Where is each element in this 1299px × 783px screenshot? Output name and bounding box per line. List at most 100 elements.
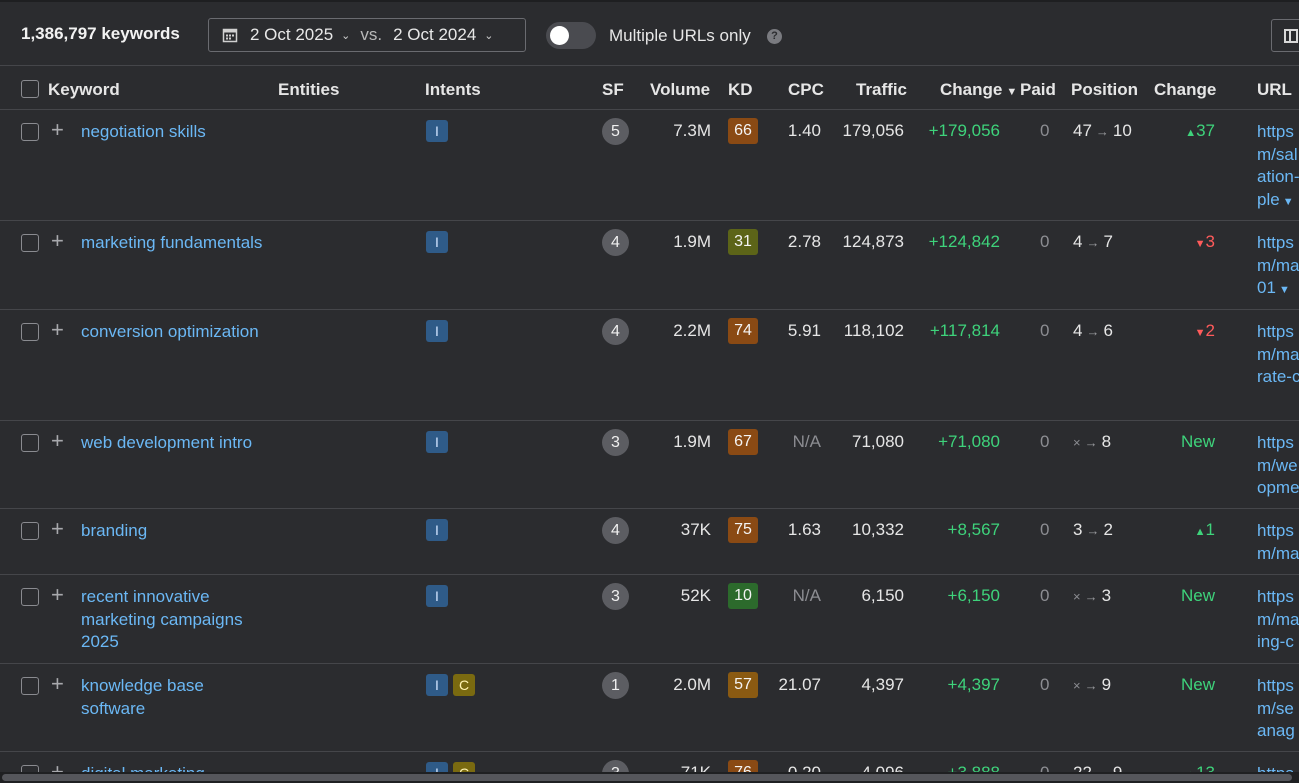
serp-features-badge[interactable]: 4 [602,229,629,256]
add-keyword-icon[interactable]: + [51,671,64,696]
url-link[interactable]: https m/ma 01 ▼ [1257,232,1299,302]
multiple-urls-label: Multiple URLs only [609,26,751,45]
serp-features-badge[interactable]: 4 [602,318,629,345]
col-paid[interactable]: Paid [1020,80,1056,99]
row-checkbox[interactable] [21,677,39,695]
serp-features-badge[interactable]: 4 [602,517,629,544]
col-keyword[interactable]: Keyword [48,80,120,99]
new-label: New [1180,432,1215,451]
serp-features-badge[interactable]: 1 [602,672,629,699]
columns-button[interactable] [1271,19,1299,52]
table-row: + web development intro I 3 1.9M 67 N/A 71,080 +… [0,421,1299,509]
paid-value: 0 [1040,520,1050,539]
col-kd[interactable]: KD [728,80,753,99]
col-volume[interactable]: Volume [650,80,711,99]
traffic-value: 71,080 [852,432,904,451]
triangle-down-icon: ▼ [1194,238,1206,250]
chevron-down-icon[interactable]: ▼ [1279,195,1294,208]
add-keyword-icon[interactable]: + [51,228,64,253]
intent-badge-i: I [426,120,448,142]
keyword-link[interactable]: web development intro [81,433,253,452]
col-position-change[interactable]: Change [1154,80,1217,99]
url-line: anag [1257,721,1295,740]
serp-features-badge[interactable]: 3 [602,583,629,610]
traffic-change-value: +124,842 [928,232,1000,251]
kd-badge: 10 [728,583,758,609]
add-keyword-icon[interactable]: + [51,117,64,142]
keyword-link[interactable]: conversion optimization [81,322,259,341]
arrow-right-icon: → [1095,124,1109,139]
row-checkbox[interactable] [21,522,39,540]
horizontal-scrollbar[interactable] [0,772,1299,783]
position-from: 3 [1073,520,1083,539]
date-comparison-picker[interactable]: 2 Oct 2025 ⌄ vs. 2 Oct 2024 ⌄ [208,18,526,52]
url-link[interactable]: https m/ma ing-c [1257,586,1299,654]
keyword-link[interactable]: marketing fundamentals [81,233,263,252]
position-change-value: New [1181,675,1215,695]
position-change-value: ▲1 [1195,520,1215,540]
row-checkbox[interactable] [21,588,39,606]
add-keyword-icon[interactable]: + [51,428,64,453]
position-change-value: New [1181,432,1215,452]
volume-value: 1.9M [673,232,711,251]
cpc-value: 2.78 [787,232,821,251]
table-row: + negotiation skills I 5 7.3M 66 1.40 179,056 +1… [0,110,1299,221]
help-icon[interactable]: ? [767,29,782,44]
url-line: m/ma [1257,344,1299,364]
url-link[interactable]: https m/ma [1257,520,1299,565]
table-row: + knowledge base software I C 1 2.0M 57 21.07 4,… [0,664,1299,752]
url-line: opme [1257,478,1299,497]
col-traffic[interactable]: Traffic [856,80,908,99]
keyword-link[interactable]: recent innovative marketing campaigns 20… [81,587,243,651]
traffic-value: 118,102 [843,321,904,340]
url-line: https [1257,322,1294,341]
cpc-value: N/A [792,586,821,605]
url-line: m/ma [1257,609,1299,629]
kd-badge: 67 [728,429,758,455]
cpc-value: 5.91 [787,321,821,340]
url-link[interactable]: https m/we opme [1257,432,1299,500]
calendar-icon [222,28,238,43]
keyword-link[interactable]: negotiation skills [81,122,206,141]
intent-badge-i: I [426,519,448,541]
serp-features-badge[interactable]: 5 [602,118,629,145]
select-all-checkbox[interactable] [21,80,39,98]
col-entities[interactable]: Entities [278,80,340,99]
url-line: rate-c [1257,367,1299,386]
row-checkbox[interactable] [21,123,39,141]
add-keyword-icon[interactable]: + [51,582,64,607]
row-checkbox[interactable] [21,434,39,452]
position-value: 4 → 6 [1073,321,1113,341]
url-line: https [1257,587,1294,606]
paid-value: 0 [1040,321,1050,340]
paid-value: 0 [1040,432,1050,451]
arrow-right-icon: → [1084,589,1098,604]
position-to: 2 [1103,520,1113,539]
url-link[interactable]: https m/se anag [1257,675,1299,743]
intent-badge-c: C [453,674,475,696]
multiple-urls-toggle[interactable] [546,22,596,49]
row-checkbox[interactable] [21,323,39,341]
col-url[interactable]: URL [1257,80,1292,99]
add-keyword-icon[interactable]: + [51,317,64,342]
col-cpc[interactable]: CPC [788,80,824,99]
chevron-down-icon[interactable]: ▼ [1275,284,1290,296]
traffic-change-value: +71,080 [938,432,1000,451]
col-sf[interactable]: SF [602,80,624,99]
position-from: 47 [1073,121,1092,140]
col-intents[interactable]: Intents [425,80,481,99]
col-position[interactable]: Position [1071,80,1139,99]
row-checkbox[interactable] [21,234,39,252]
add-keyword-icon[interactable]: + [51,516,64,541]
url-line: https [1257,521,1294,540]
position-change-value: ▼2 [1195,321,1215,341]
keyword-link[interactable]: branding [81,521,148,540]
url-link[interactable]: https m/sal ation-ple ▼ [1257,121,1299,213]
scrollbar-thumb[interactable] [2,774,1292,781]
col-change[interactable]: Change ▼ [940,80,1017,100]
serp-features-badge[interactable]: 3 [602,429,629,456]
position-change-value: ▲37 [1185,121,1215,141]
position-change-number: 37 [1196,121,1215,140]
keyword-link[interactable]: knowledge base software [81,676,204,718]
